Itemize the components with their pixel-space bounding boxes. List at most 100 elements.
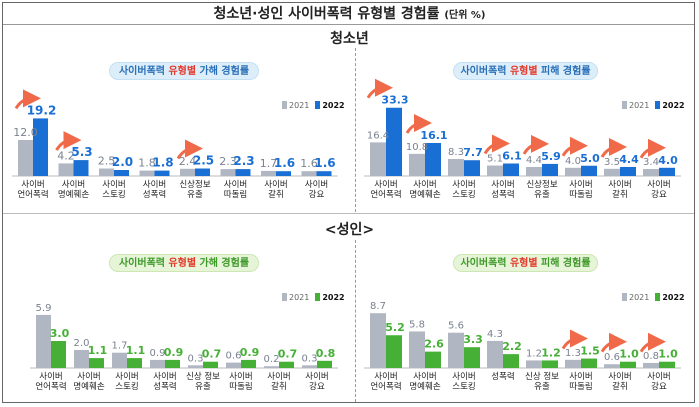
divider-adult xyxy=(355,240,356,402)
value-label-2021: 1.8 xyxy=(138,157,156,170)
value-label-2021: 0.3 xyxy=(302,353,318,364)
bar-2021 xyxy=(36,314,51,368)
bar-2021 xyxy=(370,142,386,176)
value-label-2021: 12.0 xyxy=(13,126,38,139)
increase-arrow-icon xyxy=(176,139,203,160)
legend-label-2021: 2021 xyxy=(289,101,310,110)
bar-2021 xyxy=(565,359,581,368)
category-label: 스토킹 xyxy=(452,189,475,200)
value-label-2022: 0.9 xyxy=(164,346,184,359)
section-title-youth: 청소년 xyxy=(330,31,369,47)
value-label-2021: 3.5 xyxy=(604,157,620,168)
unit-label: (단위 %) xyxy=(444,10,486,21)
bar-2021 xyxy=(643,169,659,176)
value-label-2022: 0.8 xyxy=(316,347,336,360)
category-label: 스토킹 xyxy=(102,189,125,200)
bar-2021 xyxy=(302,365,317,368)
legend-label-2022: 2022 xyxy=(662,101,685,110)
category-label: 사이버 xyxy=(491,179,514,190)
category-label: 따돌림 xyxy=(229,381,252,392)
increase-arrow-icon xyxy=(639,332,666,353)
bar-2021 xyxy=(604,168,620,176)
category-label: 명예훼손 xyxy=(58,189,89,200)
value-label-2021: 0.9 xyxy=(150,348,166,359)
value-label-2022: 1.1 xyxy=(88,344,108,357)
category-label: 스토킹 xyxy=(452,381,475,392)
category-label: 사이버 xyxy=(224,179,247,190)
category-label: 강요 xyxy=(309,189,325,200)
value-label-2021: 5.1 xyxy=(487,154,503,165)
increase-arrow-icon xyxy=(55,131,82,151)
increase-arrow-icon xyxy=(600,332,627,353)
category-label: 사이버 xyxy=(115,371,138,382)
value-label-2021: 5.9 xyxy=(36,303,52,314)
category-label: 언어폭력 xyxy=(370,189,401,200)
category-label: 사이버 xyxy=(143,179,166,190)
value-label-2021: 4.3 xyxy=(487,329,503,340)
section-title-adult: <성인> xyxy=(324,222,375,238)
title-rule xyxy=(3,24,694,25)
legend-swatch-2021 xyxy=(622,101,627,109)
value-label-2022: 1.0 xyxy=(619,348,639,361)
bar-2021 xyxy=(99,168,114,176)
category-label: 사이버 xyxy=(608,179,631,190)
bar-2021 xyxy=(448,332,464,368)
category-label: 사이버 xyxy=(452,179,475,190)
value-label-2022: 16.1 xyxy=(420,129,447,142)
bar-2021 xyxy=(487,165,503,176)
pill-text-pre: 사이버폭력 xyxy=(118,66,169,77)
increase-arrow-icon xyxy=(600,137,627,158)
category-label: 신상 정보 xyxy=(525,371,559,382)
category-label: 강요 xyxy=(651,189,667,200)
legend: 2021 2022 xyxy=(282,101,345,110)
bar-2022 xyxy=(620,166,636,176)
bar-2022 xyxy=(464,347,480,368)
bar-2022 xyxy=(114,170,129,176)
chart-title-pill: 사이버폭력 유형별 가해 경험률 xyxy=(109,62,259,80)
category-label: 사이버 xyxy=(229,371,252,382)
bar-2022 xyxy=(620,361,636,368)
bar-2022 xyxy=(659,167,675,176)
bar-2022 xyxy=(317,360,332,368)
bar-2021 xyxy=(643,362,659,368)
value-label-2021: 1.2 xyxy=(526,348,542,359)
bar-2022 xyxy=(316,171,332,176)
category-label: 사이버 xyxy=(102,179,125,190)
value-label-2021: 0.6 xyxy=(604,352,620,363)
section-divider xyxy=(3,213,694,214)
value-label-2021: 2.5 xyxy=(98,155,116,168)
bar-2021 xyxy=(150,359,165,368)
bar-2021 xyxy=(448,158,464,176)
value-label-2022: 2.2 xyxy=(502,340,522,353)
bar-2022 xyxy=(425,351,441,368)
category-label: 따돌림 xyxy=(224,189,247,200)
value-label-2021: 2.4 xyxy=(179,155,197,168)
value-label-2022: 1.6 xyxy=(274,156,295,170)
legend-entry-2022: 2022 xyxy=(315,101,345,110)
bar-2022 xyxy=(154,170,170,176)
legend-label-2021: 2021 xyxy=(629,101,650,110)
title-text: 청소년·성인 사이버폭력 유형별 경험률 xyxy=(213,6,440,22)
bar-2022 xyxy=(51,341,66,368)
legend-swatch-2021 xyxy=(282,101,287,109)
pill-text-highlight: 유형별 xyxy=(509,66,538,77)
category-label: 사이버 xyxy=(647,371,670,382)
category-label: 유출 xyxy=(195,381,211,392)
category-label: 사이버 xyxy=(413,371,436,382)
bar-2022 xyxy=(542,360,558,368)
bar-2022 xyxy=(235,169,251,176)
legend-label-2022: 2022 xyxy=(322,101,345,110)
bar-2022 xyxy=(386,107,402,176)
category-label: 명예훼손 xyxy=(73,381,104,392)
category-label: 사이버 xyxy=(267,371,290,382)
value-label-2022: 4.0 xyxy=(658,154,678,167)
bar-2022 xyxy=(89,358,104,368)
category-label: 성폭력 xyxy=(491,189,514,200)
value-label-2021: 10.8 xyxy=(406,142,428,153)
legend-label-2022: 2022 xyxy=(662,293,685,302)
increase-arrow-icon xyxy=(14,89,41,110)
category-label: 사이버 xyxy=(305,179,328,190)
bar-2022 xyxy=(464,160,480,176)
bar-2021 xyxy=(18,140,33,176)
value-label-2021: 4.4 xyxy=(526,155,542,166)
